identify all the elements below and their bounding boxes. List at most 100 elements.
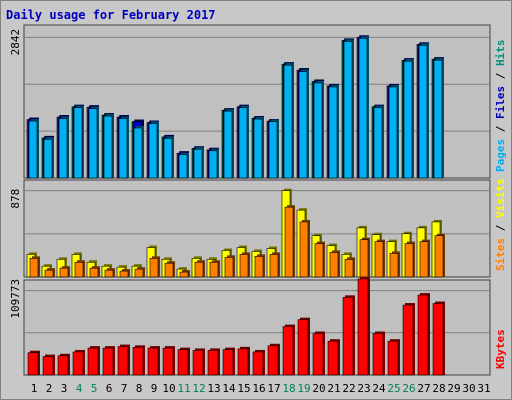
bar-hits-pages-day-18: [283, 64, 293, 179]
x-tick-day-28: 28: [432, 382, 445, 395]
bar-kbytes-kbytes-day-10: [162, 347, 174, 376]
x-tick-day-4: 4: [76, 382, 83, 395]
bar-kbytes-kbytes-day-23: [357, 278, 369, 376]
bar-kbytes-kbytes-day-5: [87, 347, 99, 376]
x-tick-day-16: 16: [252, 382, 265, 395]
bar-hits-pages-day-17: [268, 121, 278, 179]
bar-visits-sites-day-4: [74, 261, 84, 278]
bar-hits-pages-day-2: [43, 139, 53, 179]
bar-kbytes-kbytes-day-24: [372, 333, 384, 376]
bar-hits-pages-day-4: [73, 107, 83, 179]
bar-kbytes-kbytes-day-21: [327, 340, 339, 376]
x-tick-day-14: 14: [222, 382, 236, 395]
bar-kbytes-kbytes-day-19: [297, 319, 309, 376]
x-tick-day-8: 8: [136, 382, 143, 395]
bar-kbytes-kbytes-day-20: [312, 333, 324, 376]
bar-visits-sites-day-20: [314, 243, 324, 278]
bar-kbytes-kbytes-day-26: [402, 304, 414, 376]
bar-hits-pages-day-11: [178, 154, 188, 179]
bar-visits-sites-day-1: [29, 258, 39, 278]
x-tick-day-23: 23: [357, 382, 370, 395]
bar-visits-sites-day-24: [374, 241, 384, 278]
bar-visits-sites-day-27: [419, 241, 429, 278]
bar-hits-pages-day-20: [313, 82, 323, 179]
bar-visits-sites-day-2: [44, 269, 54, 278]
bar-kbytes-kbytes-day-27: [417, 294, 429, 376]
x-tick-day-30: 30: [462, 382, 475, 395]
x-tick-day-7: 7: [121, 382, 128, 395]
x-tick-day-18: 18: [282, 382, 295, 395]
x-tick-day-3: 3: [61, 382, 68, 395]
bar-hits-pages-day-14: [223, 110, 233, 179]
bar-visits-sites-day-17: [269, 254, 279, 278]
bar-kbytes-kbytes-day-4: [72, 351, 84, 376]
bar-visits-sites-day-22: [344, 259, 354, 278]
bar-hits-pages-day-25: [388, 86, 398, 179]
x-tick-day-15: 15: [237, 382, 250, 395]
bar-hits-pages-day-5: [88, 108, 98, 179]
bar-kbytes-kbytes-day-1: [27, 352, 39, 376]
legend-visits: Visits: [494, 178, 507, 218]
bar-visits-sites-day-12: [194, 261, 204, 278]
x-tick-day-17: 17: [267, 382, 280, 395]
x-tick-day-21: 21: [327, 382, 340, 395]
bar-kbytes-kbytes-day-9: [147, 347, 159, 376]
x-tick-day-22: 22: [342, 382, 355, 395]
bar-kbytes-kbytes-day-11: [177, 349, 189, 376]
x-tick-day-6: 6: [106, 382, 113, 395]
bar-kbytes-kbytes-day-28: [432, 303, 444, 376]
bar-hits-pages-day-16: [253, 118, 263, 179]
bar-hits-pages-day-23: [358, 38, 368, 179]
bar-visits-sites-day-21: [329, 252, 339, 278]
x-tick-day-10: 10: [162, 382, 175, 395]
bar-visits-sites-day-6: [104, 269, 114, 278]
legend-files: Files: [494, 86, 507, 119]
x-tick-day-11: 11: [177, 382, 190, 395]
panel-hits: 2842 Pages / Files / Hits: [9, 24, 507, 179]
bar-hits-pages-day-6: [103, 115, 113, 179]
legend-separator: /: [494, 218, 507, 238]
panel-visits-legend: Sites / Visits: [494, 178, 507, 271]
bar-visits-sites-day-26: [404, 243, 414, 278]
bar-visits-sites-day-15: [239, 254, 249, 278]
bar-kbytes-kbytes-day-14: [222, 349, 234, 376]
bar-hits-pages-day-22: [343, 41, 353, 179]
panels: 2842 Pages / Files / Hits 878 Sites / Visit…: [9, 24, 507, 376]
bar-hits-pages-day-10: [163, 138, 173, 179]
bar-kbytes-kbytes-day-17: [267, 345, 279, 376]
bar-kbytes-kbytes-day-3: [57, 355, 69, 376]
legend-sites: Sites: [494, 238, 507, 271]
bar-hits-pages-day-24: [373, 107, 383, 179]
bar-visits-sites-day-10: [164, 262, 174, 278]
bar-visits-sites-day-8: [134, 268, 144, 278]
bar-visits-sites-day-5: [89, 267, 99, 278]
bar-hits-pages-day-9: [148, 123, 158, 179]
bar-hits-pages-day-15: [238, 107, 248, 179]
x-tick-day-2: 2: [46, 382, 53, 395]
bar-kbytes-kbytes-day-13: [207, 350, 219, 376]
bar-hits-pages-day-27: [418, 45, 428, 179]
bar-kbytes-kbytes-day-2: [42, 356, 54, 376]
bar-kbytes-kbytes-day-12: [192, 350, 204, 376]
bar-visits-sites-day-7: [119, 270, 129, 278]
bar-hits-pages-day-8: [133, 127, 143, 179]
panel-kbytes-legend: KBytes: [494, 329, 507, 369]
panel-kbytes: 109773 KBytes: [9, 276, 507, 376]
x-axis: 1 2 3 4 5 6 7 8 9 10 11 12 13 14 15 16 17 18 19 20 21 22 23 24 2…: [31, 382, 491, 395]
bar-visits-sites-day-11: [179, 271, 189, 278]
bar-visits-sites-day-9: [149, 258, 159, 278]
panel-visits-max-label: 878: [9, 189, 22, 209]
x-tick-day-24: 24: [372, 382, 386, 395]
bar-visits-sites-day-25: [389, 253, 399, 278]
panel-hits-legend: Pages / Files / Hits: [494, 40, 507, 173]
bar-kbytes-kbytes-day-16: [252, 351, 264, 376]
bar-visits-sites-day-14: [224, 257, 234, 278]
bar-kbytes-kbytes-day-22: [342, 297, 354, 376]
legend-separator: /: [494, 119, 507, 139]
bar-kbytes-kbytes-day-7: [117, 346, 129, 376]
bar-hits-pages-day-13: [208, 150, 218, 179]
bar-kbytes-kbytes-day-15: [237, 348, 249, 376]
x-tick-day-5: 5: [91, 382, 98, 395]
chart-title: Daily usage for February 2017: [6, 8, 216, 22]
